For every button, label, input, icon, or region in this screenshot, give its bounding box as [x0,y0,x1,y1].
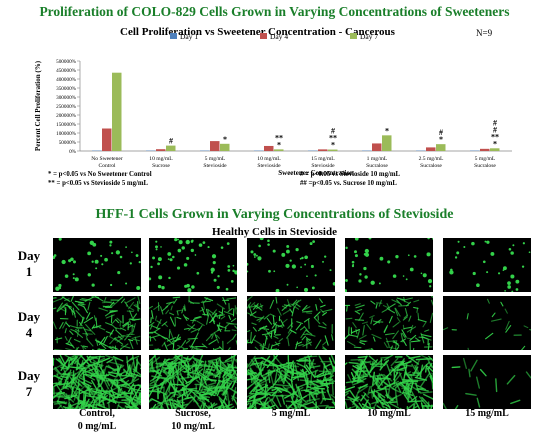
column-label-stevioside-5: 5 mg/mL [271,408,311,419]
footnote-stevioside-5: ** = p<0.05 vs Stevioside 5 mg/mL [48,180,149,187]
legend-entry: Day 1 [180,32,198,41]
category-label: 15 mg/mL [311,156,335,162]
y-tick-label: 50000% [59,140,77,146]
bar [426,147,436,151]
significance-marker: * [439,135,443,144]
bar [264,145,274,151]
category-label: 10 mg/mL [149,156,173,162]
y-tick-label: 0% [69,149,77,155]
significance-marker: # [331,127,335,136]
category-label: Stevioside [203,163,227,169]
y-axis-title: Percent Cell Proliferation (%) [34,60,42,151]
micrograph-day-7-col-4 [345,355,433,409]
y-tick-label: 200000% [56,113,77,119]
micrograph-day-4-col-4 [345,296,433,350]
row-label-day-4: Day 4 [17,309,41,340]
bar [156,149,166,151]
bar [220,143,230,151]
footnote-sucrose-10: ## =p<0.05 vs. Sucrose 10 mg/mL [300,180,397,187]
category-label: 5 mg/mL [205,156,226,162]
category-label: 2.5 mg/mL [419,156,444,162]
significance-marker: * [385,126,389,135]
significance-marker: # [493,118,497,127]
bar [490,148,500,151]
legend-swatch [260,33,267,39]
micrograph-day-4-col-5 [443,296,531,350]
micrograph-day-1-col-2 [149,238,237,292]
bar [372,143,382,151]
significance-marker: * [493,139,497,148]
category-label: 5 mg/mL [475,156,496,162]
category-label: 1 mg/mL [367,156,388,162]
y-tick-label: 300000% [56,95,77,101]
significance-marker: ** [491,132,499,141]
bar [112,72,122,151]
micrograph-day-7-col-2 [149,355,237,409]
y-tick-label: 150000% [56,122,77,128]
column-label-control: Control, 0 mg/mL [77,408,117,432]
sample-size-label: N=9 [476,28,493,38]
y-tick-label: 400000% [56,77,77,83]
micrograph-day-7-col-5 [443,355,531,409]
significance-marker: # [493,125,497,134]
category-label: No Sweetener [91,156,123,162]
significance-marker: ** [329,134,337,143]
bar [328,149,338,151]
chart-title: Cell Proliferation vs Sweetener Concentr… [120,26,395,38]
micrograph-section-title: HFF-1 Cells Grown in Varying Concentrati… [95,207,454,222]
significance-marker: # [169,137,173,146]
row-label-day-7: Day 7 [17,368,41,399]
category-label: Control [98,163,116,169]
micrograph-day-4-col-2 [149,296,237,350]
column-label-stevioside-15: 15 mg/mL [465,408,509,419]
x-axis-title: Sweetener Concentration [278,169,354,177]
bar [318,149,328,151]
y-tick-label: 350000% [56,86,77,92]
bar [166,145,176,151]
y-tick-label: 100000% [56,131,77,137]
category-label: Sucralose [366,163,388,169]
micrograph-day-7-col-3 [247,355,335,409]
bar [436,144,446,151]
micrograph-day-4-col-1 [53,296,141,350]
bar [382,135,392,151]
category-label: Stevioside [257,163,281,169]
micrograph-day-1-col-1 [53,238,141,292]
micrograph-day-1-col-4 [345,238,433,292]
proliferation-bar-chart: 0% 50000% 100000% 150000% 200000% 250000% 3000… [34,32,512,177]
category-label: Stevioside [311,163,335,169]
y-tick-label: 250000% [56,104,77,110]
column-label-stevioside-10: 10 mg/mL [367,408,411,419]
bar [102,128,112,151]
legend-entry: Day 7 [360,32,378,41]
micrograph-day-1-col-3 [247,238,335,292]
category-label: 10 mg/mL [257,156,281,162]
category-label: Sucralose [420,163,442,169]
micrograph-day-1-col-5 [443,238,531,292]
significance-marker: # [439,128,443,137]
micrograph-section-subtitle: Healthy Cells in Stevioside [212,226,337,238]
y-tick-label: 500000% [56,59,77,65]
significance-marker: * [223,135,227,144]
column-label-sucrose: Sucrose, 10 mg/mL [171,408,215,432]
category-label: Sucrose [152,163,170,169]
legend-swatch [170,33,177,39]
micrograph-day-7-col-1 [53,355,141,409]
category-label: Sucralose [474,163,496,169]
row-label-day-1: Day 1 [17,248,41,279]
footnote-control: * = p<0.05 vs No Sweetener Control [48,171,152,178]
micrograph-day-4-col-3 [247,296,335,350]
y-tick-label: 450000% [56,68,77,74]
legend-entry: Day 4 [270,32,288,41]
bar [274,149,284,151]
significance-marker: * [331,141,335,150]
legend-swatch [350,33,357,39]
significance-marker: ** [275,133,283,142]
bar [480,148,490,151]
bar [210,141,220,151]
significance-marker: * [277,140,281,149]
footnote-stevioside-10: # = p<0.05 vs Stevioside 10 mg/mL [300,171,401,178]
poster-title: Proliferation of COLO-829 Cells Grown in… [39,4,510,19]
